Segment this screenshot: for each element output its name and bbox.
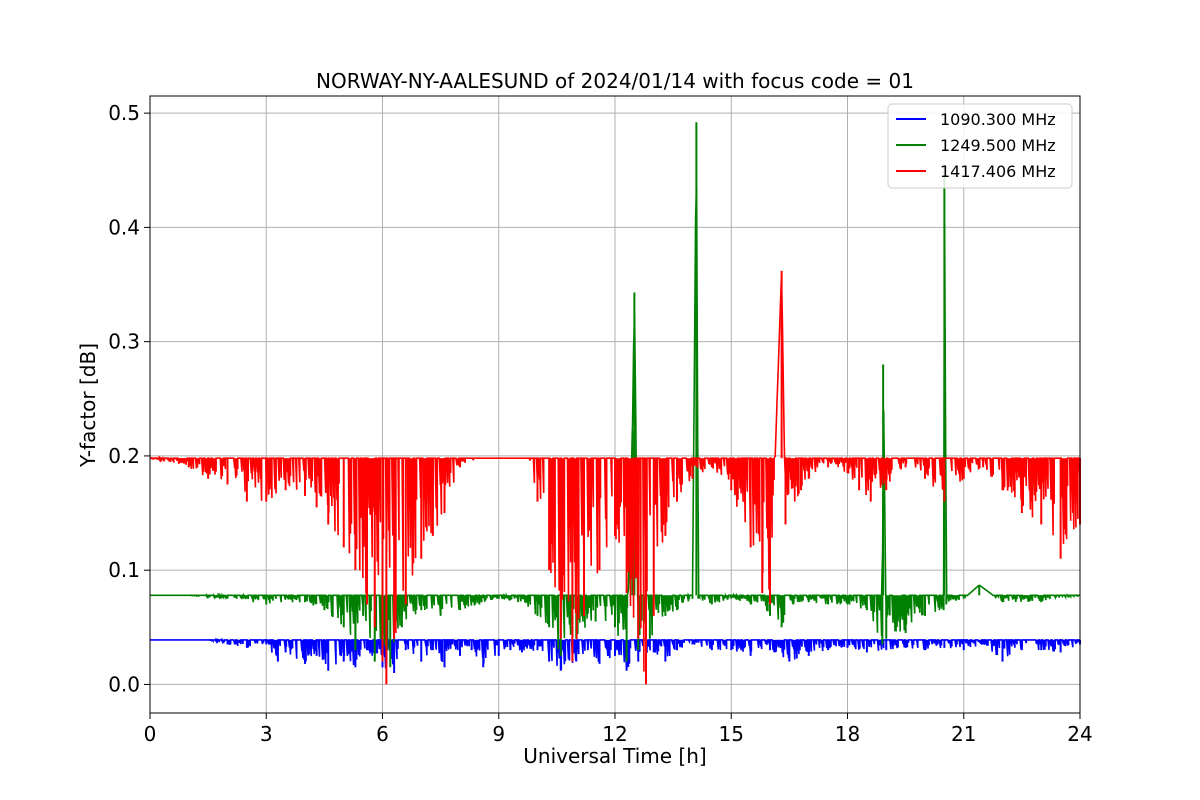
legend-label: 1249.500 MHz [940,136,1056,155]
x-axis-label: Universal Time [h] [523,744,706,768]
legend-box [887,103,1073,189]
legend-label: 1090.300 MHz [940,110,1056,129]
y-tick-label: 0.5 [108,101,140,125]
y-tick-label: 0.4 [108,215,140,239]
tick-layer: 0 3 6 9 12 15 18 21 24 0.0 0.1 0.2 0.3 0.4 0.5 [108,101,1093,746]
series-line [150,637,1080,670]
series-2 [149,270,1081,685]
series-layer [149,122,1081,685]
x-tick-label: 12 [602,722,627,746]
x-tick-label: 9 [492,722,505,746]
y-tick-label: 0.3 [108,330,140,354]
x-tick-label: 18 [835,722,860,746]
y-tick-label: 0.1 [108,558,140,582]
series-line [150,185,1080,651]
y-axis-label: Y-factor [dB] [76,343,100,468]
y-tick-label: 0.0 [108,672,140,696]
x-tick-label: 21 [951,722,976,746]
x-tick-label: 15 [719,722,744,746]
chart-title: NORWAY-NY-AALESUND of 2024/01/14 with fo… [316,69,914,93]
x-tick-label: 3 [260,722,273,746]
legend-label: 1417.406 MHz [940,162,1056,181]
x-tick-label: 24 [1067,722,1092,746]
y-tick-label: 0.2 [108,444,140,468]
series-line [149,278,1081,672]
x-tick-label: 0 [144,722,157,746]
x-tick-label: 6 [376,722,389,746]
legend: 1090.300 MHz 1249.500 MHz 1417.406 MHz [887,103,1073,189]
